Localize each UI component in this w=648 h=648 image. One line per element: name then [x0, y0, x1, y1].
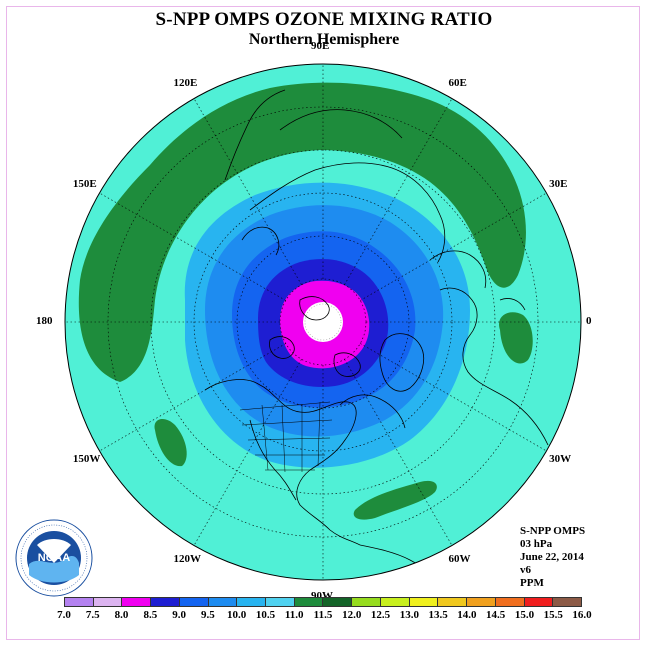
colorbar-tick-label: 11.5	[313, 609, 333, 621]
colorbar-swatch	[294, 598, 324, 606]
colorbar-tick-label: 7.0	[57, 609, 71, 621]
figure-frame	[6, 6, 640, 640]
longitude-label: 30W	[549, 452, 572, 465]
ozone-patch-green-east	[499, 312, 533, 364]
longitude-label: 150W	[72, 452, 101, 465]
colorbar-swatch	[151, 598, 180, 606]
longitude-label: 180	[36, 315, 53, 327]
colorbar-tick-label: 15.0	[514, 609, 535, 621]
colorbar-swatch	[266, 598, 295, 606]
colorbar-tick-label: 13.5	[428, 609, 448, 621]
colorbar-swatch	[524, 598, 554, 606]
info-date: June 22, 2014	[520, 551, 584, 563]
colorbar-swatch	[93, 598, 123, 606]
colorbar-swatch	[237, 598, 267, 606]
colorbar-swatch	[122, 598, 152, 606]
info-level: 03 hPa	[520, 538, 553, 550]
longitude-label: 150E	[72, 177, 97, 190]
colorbar-tick-label: 14.0	[457, 609, 477, 621]
colorbar-tick-label: 8.0	[114, 609, 129, 621]
info-version: v6	[520, 564, 531, 576]
colorbar-swatch	[323, 598, 353, 606]
info-units: PPM	[520, 577, 544, 589]
longitude-label: 120E	[173, 76, 198, 89]
colorbar-swatch	[467, 598, 496, 606]
colorbar-swatch	[65, 598, 94, 606]
colorbar-tick-label: 11.0	[284, 609, 304, 621]
colorbar-swatch	[208, 598, 238, 606]
colorbar-tick-label: 12.5	[370, 609, 391, 621]
colorbar-swatch	[438, 598, 468, 606]
ozone-patch-green-pacific	[154, 418, 187, 467]
ozone-patch-green-atlantic	[353, 480, 437, 520]
colorbar-tick-label: 15.5	[543, 609, 563, 621]
map-subtitle: Northern Hemisphere	[248, 31, 400, 48]
colorbar-swatch	[495, 598, 525, 606]
us-state-lines	[239, 401, 333, 473]
colorbar-tick-label: 12.0	[342, 609, 362, 621]
pole-no-data	[303, 302, 343, 342]
pole-dots	[304, 303, 342, 341]
longitude-label: 0	[586, 315, 592, 327]
colorbar-swatch	[179, 598, 209, 606]
colorbar-tick-label: 9.5	[201, 609, 215, 621]
colorbar-tick-label: 14.5	[486, 609, 506, 621]
colorbar-tick-label: 13.0	[399, 609, 419, 621]
colorbar-ticks: 7.0 7.5 8.0 8.5 9.0 9.5 10.0 10.5 11.0 11.5 12.0 12…	[57, 609, 592, 623]
colorbar-tick-label: 10.5	[255, 609, 276, 621]
colorbar-swatch	[380, 598, 410, 606]
longitude-label: 30E	[549, 177, 568, 190]
colorbar-tick-label: 8.5	[143, 609, 158, 621]
colorbar	[64, 597, 582, 607]
longitude-label: 60W	[448, 553, 471, 566]
longitude-label: 60E	[448, 76, 467, 89]
noaa-logo-text: NOAA	[38, 552, 70, 564]
colorbar-swatch	[553, 598, 581, 606]
ozone-band-green	[78, 82, 526, 383]
colorbar-swatch	[352, 598, 381, 606]
info-product: S-NPP OMPS	[520, 525, 586, 537]
map-title: S-NPP OMPS OZONE MIXING RATIO	[155, 9, 493, 30]
colorbar-tick-label: 7.5	[85, 609, 100, 621]
colorbar-tick-label: 9.0	[172, 609, 186, 621]
colorbar-tick-label: 10.0	[227, 609, 247, 621]
longitude-label: 90E	[311, 40, 330, 52]
colorbar-tick-label: 16.0	[572, 609, 592, 621]
info-block: S-NPP OMPS 03 hPa June 22, 2014 v6 PPM	[520, 525, 585, 590]
map-boundary	[64, 63, 582, 581]
noaa-logo: NOAA	[15, 519, 93, 597]
colorbar-swatch	[409, 598, 439, 606]
longitude-label: 120W	[173, 553, 202, 566]
